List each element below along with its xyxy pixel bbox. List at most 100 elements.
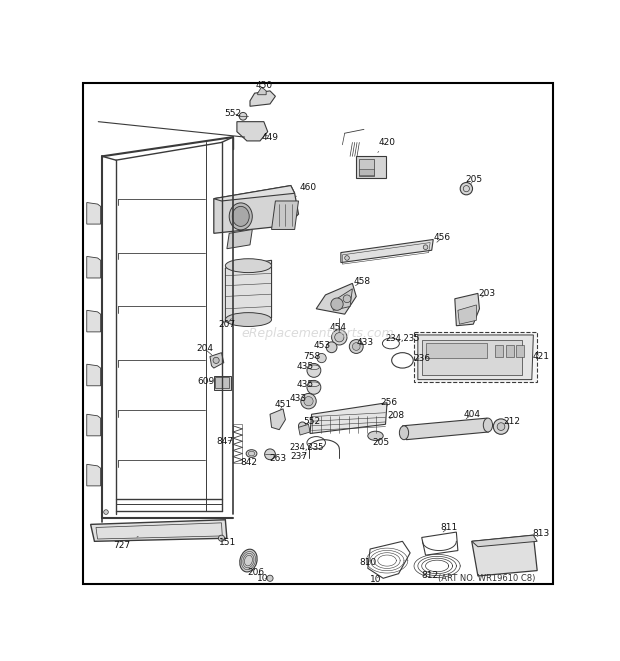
- Text: 811: 811: [440, 523, 458, 532]
- Polygon shape: [455, 293, 479, 326]
- Text: 449: 449: [262, 133, 278, 141]
- Ellipse shape: [309, 365, 319, 369]
- Polygon shape: [91, 520, 227, 541]
- Bar: [215, 377, 229, 388]
- Text: 454: 454: [329, 323, 346, 332]
- Bar: [233, 424, 242, 463]
- Circle shape: [332, 330, 347, 345]
- Polygon shape: [310, 403, 387, 434]
- Polygon shape: [87, 414, 100, 436]
- Circle shape: [304, 397, 313, 406]
- Polygon shape: [472, 535, 537, 547]
- Ellipse shape: [484, 418, 492, 432]
- Text: 609: 609: [198, 377, 215, 385]
- Ellipse shape: [225, 313, 272, 327]
- Circle shape: [497, 423, 505, 430]
- Ellipse shape: [368, 431, 383, 440]
- Text: 234,235: 234,235: [385, 334, 420, 342]
- Circle shape: [298, 422, 306, 430]
- Polygon shape: [250, 91, 275, 106]
- Polygon shape: [316, 284, 356, 314]
- Circle shape: [265, 449, 275, 459]
- Circle shape: [267, 575, 273, 582]
- Polygon shape: [214, 186, 298, 233]
- Text: 208: 208: [388, 411, 405, 420]
- Text: 433: 433: [290, 395, 307, 403]
- Text: 234,235: 234,235: [289, 443, 324, 452]
- Text: 237: 237: [290, 452, 307, 461]
- Polygon shape: [87, 364, 100, 386]
- Circle shape: [343, 295, 351, 303]
- Text: 433: 433: [357, 338, 374, 347]
- Text: 205: 205: [373, 438, 389, 447]
- Polygon shape: [333, 289, 352, 310]
- Text: 847: 847: [217, 437, 234, 446]
- Polygon shape: [258, 87, 266, 95]
- Polygon shape: [418, 335, 533, 379]
- Text: 812: 812: [422, 572, 439, 580]
- Text: 552: 552: [224, 108, 242, 118]
- Text: 453: 453: [314, 341, 331, 350]
- Polygon shape: [225, 260, 272, 322]
- Circle shape: [301, 393, 316, 409]
- Polygon shape: [341, 239, 433, 262]
- Polygon shape: [402, 418, 489, 440]
- Polygon shape: [237, 122, 268, 141]
- Polygon shape: [210, 353, 224, 368]
- Ellipse shape: [246, 449, 257, 457]
- Text: 151: 151: [219, 537, 236, 547]
- Bar: [358, 159, 374, 176]
- Bar: [356, 156, 386, 178]
- Circle shape: [307, 380, 321, 394]
- Text: 207: 207: [218, 319, 236, 329]
- Polygon shape: [87, 256, 100, 278]
- Ellipse shape: [399, 426, 409, 440]
- Text: eReplacementParts.com: eReplacementParts.com: [241, 327, 394, 340]
- Circle shape: [423, 245, 428, 249]
- Bar: [516, 345, 524, 358]
- Polygon shape: [298, 424, 310, 435]
- Text: 451: 451: [275, 400, 291, 409]
- Circle shape: [345, 256, 349, 260]
- Text: 842: 842: [240, 457, 257, 467]
- Text: 212: 212: [503, 418, 520, 426]
- Bar: [495, 345, 503, 358]
- Text: 727: 727: [113, 537, 138, 550]
- Circle shape: [349, 340, 363, 354]
- Text: 204: 204: [196, 344, 213, 355]
- Circle shape: [218, 535, 224, 541]
- Ellipse shape: [309, 382, 319, 387]
- Circle shape: [213, 358, 219, 364]
- Bar: [507, 345, 514, 358]
- Text: 263: 263: [269, 453, 286, 463]
- Circle shape: [460, 182, 472, 195]
- Text: 450: 450: [255, 81, 272, 90]
- Polygon shape: [227, 229, 252, 249]
- Text: 421: 421: [533, 352, 549, 361]
- Polygon shape: [458, 305, 476, 324]
- Text: 810: 810: [359, 559, 376, 567]
- Ellipse shape: [225, 258, 272, 272]
- Bar: [414, 332, 537, 382]
- Circle shape: [494, 419, 508, 434]
- Text: 205: 205: [466, 175, 482, 184]
- Circle shape: [335, 332, 344, 342]
- Polygon shape: [272, 201, 298, 229]
- Circle shape: [104, 510, 108, 514]
- Text: 552: 552: [303, 416, 320, 426]
- Circle shape: [239, 112, 247, 120]
- Text: 10: 10: [370, 575, 381, 584]
- Text: 236: 236: [413, 354, 430, 363]
- Text: 404: 404: [463, 410, 480, 419]
- Text: 203: 203: [479, 289, 496, 298]
- Text: 420: 420: [378, 138, 396, 153]
- Circle shape: [317, 354, 326, 363]
- Circle shape: [307, 364, 321, 377]
- Ellipse shape: [240, 549, 257, 572]
- Circle shape: [326, 342, 337, 353]
- Text: 435: 435: [296, 362, 313, 371]
- Text: 456: 456: [434, 233, 451, 242]
- Circle shape: [352, 342, 360, 350]
- Text: 813: 813: [533, 529, 550, 538]
- Text: 435: 435: [296, 379, 313, 389]
